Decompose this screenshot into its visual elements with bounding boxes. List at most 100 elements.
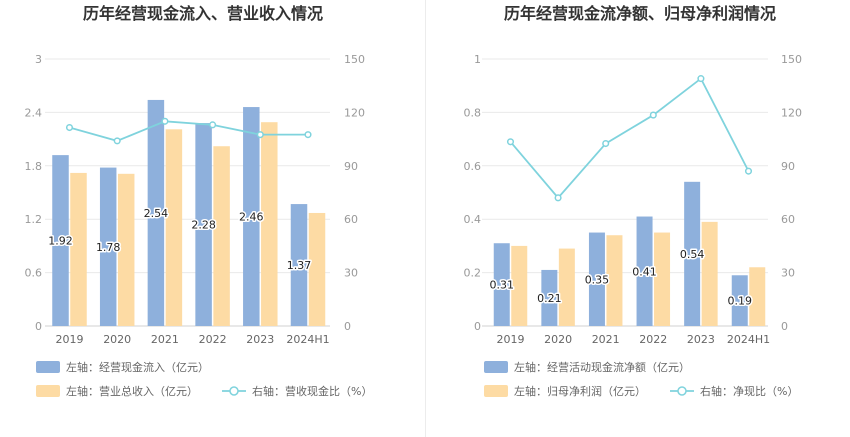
left-axis-tick-label: 0.6 <box>25 267 43 280</box>
right-axis-tick-label: 90 <box>344 160 358 173</box>
bar-primary <box>541 269 558 326</box>
left-axis-tick-label: 0 <box>35 320 42 333</box>
left-axis-tick-label: 1.8 <box>25 160 43 173</box>
legend-label-secondary: 左轴：归母净利润（亿元） <box>514 384 646 398</box>
bar-data-label: 2.46 <box>239 211 264 224</box>
left-axis-tick-label: 0 <box>474 320 481 333</box>
ratio-line <box>509 77 750 200</box>
bar-secondary <box>606 235 623 326</box>
right-axis-tick-label: 30 <box>344 267 358 280</box>
ratio-point <box>649 111 657 119</box>
legend-swatch-line-marker <box>677 386 687 396</box>
x-axis-category-label: 2019 <box>497 333 525 346</box>
bar-primary <box>290 204 308 326</box>
legend-swatch-line-marker <box>229 386 239 396</box>
right-axis-tick-label: 90 <box>781 160 795 173</box>
legend-label-primary: 左轴：经营活动现金流净额（亿元） <box>514 360 690 374</box>
right-axis-tick-label: 150 <box>781 53 802 66</box>
legend-label-line: 右轴：净现比（%） <box>700 384 798 398</box>
right-axis-tick-label: 0 <box>344 320 351 333</box>
ratio-point <box>161 117 169 125</box>
legend-label-secondary: 左轴：营业总收入（亿元） <box>66 384 198 398</box>
ratio-point <box>256 131 264 139</box>
chart-cash-inflow-revenue: 历年经营现金流入、营业收入情况 00.61.21.82.430306090120… <box>25 4 373 398</box>
bar-primary <box>731 275 748 326</box>
bar-secondary <box>654 232 671 326</box>
bar-secondary <box>261 122 278 326</box>
bar-secondary <box>701 221 718 326</box>
x-axis-category-label: 2022 <box>639 333 667 346</box>
bar-data-label: 0.19 <box>728 295 753 308</box>
x-axis-category-label: 2022 <box>199 333 227 346</box>
ratio-point <box>602 140 610 148</box>
ratio-point <box>554 194 562 202</box>
ratio-point <box>113 137 121 145</box>
bar-primary <box>243 107 260 326</box>
bar-secondary <box>70 172 87 326</box>
bar-data-label: 2.54 <box>144 207 169 220</box>
bar-data-label: 0.41 <box>632 265 657 278</box>
bar-data-label: 1.92 <box>48 235 73 248</box>
legend-label-primary: 左轴：经营现金流入（亿元） <box>66 360 209 374</box>
left-axis-tick-label: 0.4 <box>464 213 482 226</box>
x-axis-category-label: 2024H1 <box>727 333 770 346</box>
ratio-point <box>209 121 217 129</box>
bar-data-label: 1.78 <box>96 241 121 254</box>
x-axis-category-label: 2023 <box>246 333 274 346</box>
bar-secondary <box>308 212 326 326</box>
bar-data-label: 0.21 <box>537 292 562 305</box>
legend-swatch-primary <box>36 361 60 373</box>
left-axis-tick-label: 1.2 <box>25 213 43 226</box>
bar-data-label: 2.28 <box>191 219 216 232</box>
right-axis-tick-label: 0 <box>781 320 788 333</box>
bar-primary <box>588 232 605 326</box>
bar-secondary <box>749 267 766 326</box>
legend-swatch-secondary <box>484 385 508 397</box>
ratio-point <box>744 167 753 175</box>
bar-data-label: 0.54 <box>680 248 705 261</box>
bar-secondary <box>213 146 230 326</box>
bar-primary <box>147 99 165 326</box>
bar-primary <box>195 123 212 326</box>
right-axis-tick-label: 120 <box>344 106 365 119</box>
left-axis-tick-label: 0.8 <box>464 106 482 119</box>
bar-secondary <box>165 129 183 326</box>
bar-data-label: 0.35 <box>585 273 610 286</box>
ratio-point <box>304 131 312 139</box>
left-axis-tick-label: 0.6 <box>464 160 482 173</box>
right-axis-tick-label: 120 <box>781 106 802 119</box>
right-axis-tick-label: 150 <box>344 53 365 66</box>
bar-secondary <box>511 245 528 326</box>
bar-data-label: 0.31 <box>490 279 515 292</box>
bar-secondary <box>117 173 135 326</box>
x-axis-category-label: 2021 <box>592 333 620 346</box>
x-axis-category-label: 2019 <box>56 333 84 346</box>
bar-primary <box>636 216 653 326</box>
legend-label-line: 右轴：营收现金比（%） <box>252 384 372 398</box>
left-axis-tick-label: 1 <box>474 53 481 66</box>
bar-data-label: 1.37 <box>287 259 312 272</box>
chart-title: 历年经营现金流入、营业收入情况 <box>83 4 323 23</box>
right-axis-tick-label: 60 <box>344 213 358 226</box>
bar-primary <box>99 167 117 326</box>
bar-secondary <box>558 248 575 326</box>
right-axis-tick-label: 60 <box>781 213 795 226</box>
left-axis-tick-label: 2.4 <box>25 106 43 119</box>
right-axis-tick-label: 30 <box>781 267 795 280</box>
x-axis-category-label: 2024H1 <box>286 333 329 346</box>
x-axis-category-label: 2020 <box>103 333 131 346</box>
ratio-point <box>506 138 515 146</box>
panel-divider <box>425 0 426 437</box>
ratio-point <box>697 75 705 83</box>
ratio-point <box>65 123 74 132</box>
chart-title: 历年经营现金流净额、归母净利润情况 <box>504 4 776 23</box>
x-axis-category-label: 2021 <box>151 333 179 346</box>
bar-primary <box>684 181 701 326</box>
left-axis-tick-label: 0.2 <box>464 267 482 280</box>
chart-net-cashflow-profit: 历年经营现金流净额、归母净利润情况 0 0.2 0.4 0.6 0.8 1 0 30 60 90 1… <box>464 4 803 398</box>
bar-primary <box>493 243 510 326</box>
left-axis-tick-label: 3 <box>35 53 42 66</box>
ratio-line <box>69 120 308 142</box>
legend-swatch-secondary <box>36 385 60 397</box>
